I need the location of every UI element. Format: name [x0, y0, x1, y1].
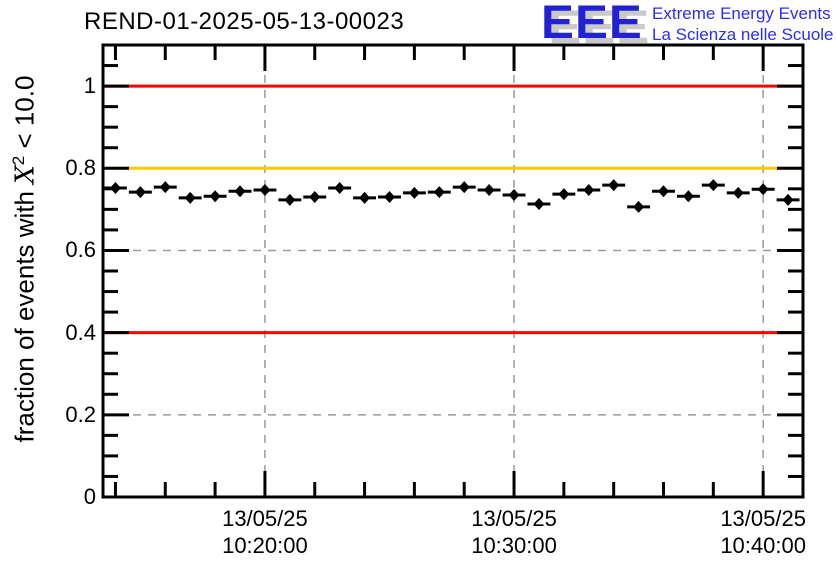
x-tick-time: 10:20:00 — [222, 533, 308, 558]
y-tick-label: 0.4 — [65, 319, 96, 345]
x-tick-date: 13/05/25 — [222, 506, 308, 531]
eee-logo-icon: EEE — [541, 0, 643, 48]
y-tick-label: 0.6 — [65, 237, 96, 263]
y-tick-label: 0.8 — [65, 155, 96, 181]
x-tick-date: 13/05/25 — [471, 506, 557, 531]
data-point — [633, 200, 645, 213]
x-tick-time: 10:30:00 — [471, 533, 557, 558]
data-point — [234, 185, 246, 198]
data-point — [159, 181, 171, 194]
data-point — [109, 181, 121, 194]
data-point — [782, 193, 794, 206]
plot-title: REND-01-2025-05-13-00023 — [84, 8, 405, 35]
data-point — [309, 191, 321, 204]
data-point — [657, 185, 669, 198]
eee-logo: EEE Extreme Energy Events La Scienza nel… — [541, 0, 834, 48]
eee-logo-text: Extreme Energy Events La Scienza nelle S… — [652, 3, 833, 45]
y-tick-label: 1 — [83, 73, 96, 99]
data-point — [508, 188, 520, 201]
data-point — [184, 191, 196, 204]
x-tick-label: 13/05/25 10:30:00 — [434, 505, 594, 559]
data-point — [533, 198, 545, 211]
data-point — [408, 186, 420, 199]
data-point — [483, 184, 495, 197]
data-point — [284, 193, 296, 206]
data-point — [608, 179, 620, 192]
data-point — [383, 191, 395, 204]
data-point — [134, 186, 146, 199]
y-tick-label: 0 — [83, 484, 96, 509]
data-point — [209, 190, 221, 203]
data-point — [732, 186, 744, 199]
data-point — [757, 183, 769, 196]
data-point — [458, 181, 470, 194]
data-point — [707, 179, 719, 192]
x-tick-date: 13/05/25 — [720, 506, 806, 531]
data-point — [334, 181, 346, 194]
x-tick-time: 10:40:00 — [720, 533, 806, 558]
data-point — [359, 191, 371, 204]
eee-logo-line1: Extreme Energy Events — [652, 4, 831, 23]
data-point — [558, 188, 570, 201]
plot-frame — [101, 43, 805, 499]
x-tick-label: 13/05/25 10:20:00 — [185, 505, 345, 559]
data-point — [259, 184, 271, 197]
eee-logo-line2: La Scienza nelle Scuole — [652, 25, 834, 44]
data-point — [583, 184, 595, 197]
data-point — [433, 186, 445, 199]
data-point — [682, 190, 694, 203]
x-tick-label: 13/05/25 10:40:00 — [683, 505, 836, 559]
y-tick-label: 0.2 — [65, 401, 96, 427]
